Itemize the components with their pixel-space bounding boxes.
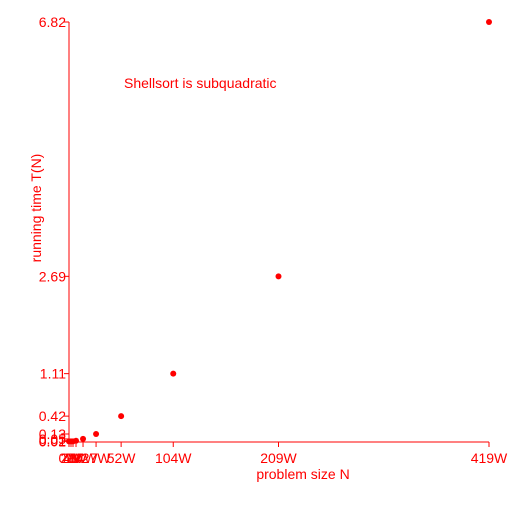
data-point [80, 435, 87, 442]
y-tick-label: 0.01 [39, 433, 66, 449]
x-axis-label: problem size N [256, 466, 349, 482]
y-axis-ticks: 0.010.020.050.13 0.42 1.11 2.69 6.82 [39, 14, 69, 449]
y-tick-label: 0.05 [39, 431, 66, 447]
chart-axes [68, 22, 489, 443]
data-point [118, 413, 125, 420]
y-tick-label: 1.11 [40, 366, 66, 382]
y-tick-label: 0.13 [39, 426, 66, 442]
y-tick-label: 0.02 [39, 433, 66, 449]
data-points [66, 19, 492, 445]
x-tick-label: 2W [61, 450, 83, 466]
data-point [486, 19, 492, 25]
x-tick-label: 7W [66, 450, 88, 466]
x-tick-label: 27W [82, 450, 112, 466]
y-tick-label: 2.69 [39, 268, 66, 284]
data-point [275, 273, 282, 280]
x-tick-label: 14W [69, 450, 99, 466]
y-tick-label: 6.82 [39, 14, 66, 30]
x-tick-label: 52W [107, 450, 137, 466]
y-tick-label: 0.42 [39, 408, 66, 424]
x-tick-label: 209W [260, 450, 297, 466]
y-axis-label: running time T(N) [28, 154, 44, 263]
x-tick-label: 104W [155, 450, 192, 466]
x-tick-label: 4W [63, 450, 85, 466]
data-point [93, 430, 100, 437]
chart-title: Shellsort is subquadratic [124, 75, 277, 91]
data-point [73, 437, 80, 444]
x-tick-label: 419W [471, 450, 508, 466]
x-tick-label: 0W [59, 450, 81, 466]
data-point [170, 370, 177, 377]
